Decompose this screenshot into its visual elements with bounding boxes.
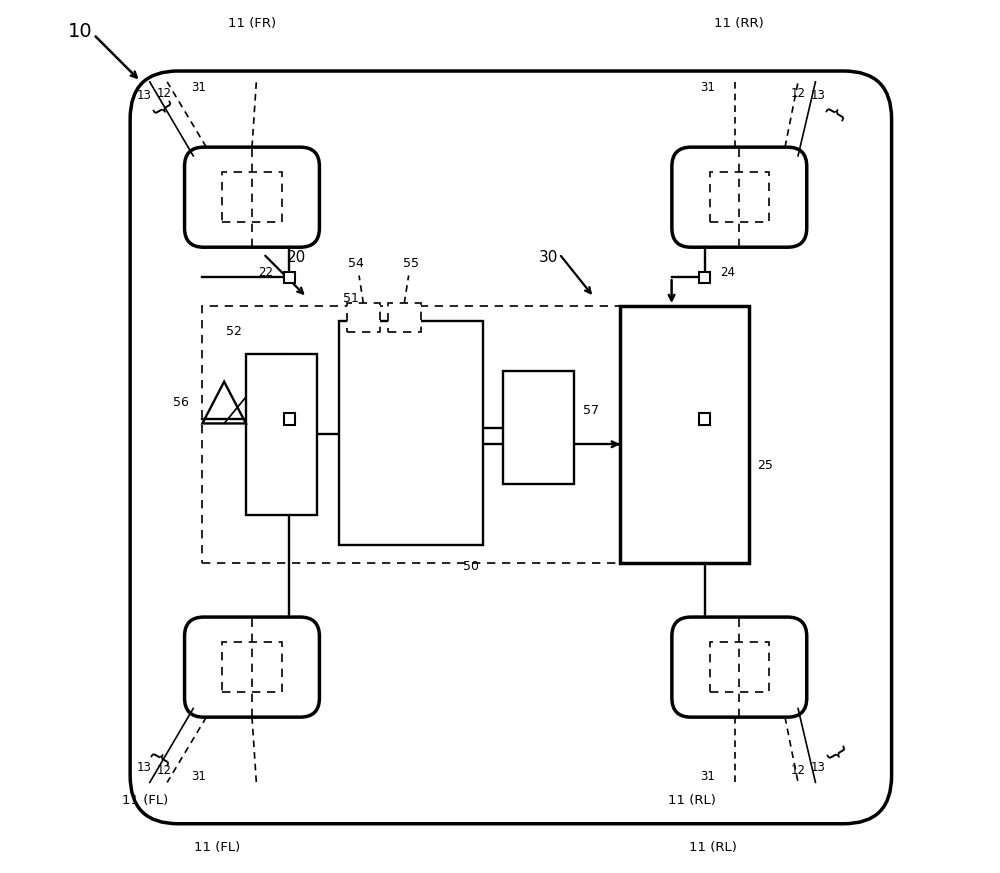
Text: 25: 25 <box>758 458 773 471</box>
Text: 24: 24 <box>721 266 736 279</box>
Text: }: } <box>148 745 172 766</box>
Text: 接收控制部: 接收控制部 <box>404 413 417 453</box>
Text: 显示器: 显示器 <box>532 416 545 439</box>
Bar <box>202 306 629 563</box>
Text: 13: 13 <box>137 761 152 774</box>
Text: 55: 55 <box>403 257 419 270</box>
Text: 12: 12 <box>791 86 806 100</box>
Bar <box>284 272 295 283</box>
Bar <box>388 303 421 332</box>
Text: 56: 56 <box>173 396 189 409</box>
Text: 51: 51 <box>343 292 359 305</box>
Text: }: } <box>822 100 847 121</box>
FancyBboxPatch shape <box>672 617 807 717</box>
Text: }: } <box>148 100 172 121</box>
Bar <box>503 371 574 485</box>
Bar <box>620 306 749 563</box>
Bar <box>246 354 317 515</box>
Text: 50: 50 <box>463 560 479 573</box>
Text: 31: 31 <box>192 770 206 783</box>
Text: 12: 12 <box>157 764 172 777</box>
Text: 23: 23 <box>721 409 735 422</box>
Text: 11 (FR): 11 (FR) <box>228 17 276 30</box>
Text: 31: 31 <box>700 80 715 93</box>
FancyBboxPatch shape <box>130 71 892 824</box>
FancyBboxPatch shape <box>185 148 319 247</box>
Text: 31: 31 <box>700 770 715 783</box>
Bar <box>222 172 282 223</box>
Text: 21: 21 <box>258 409 273 422</box>
Text: 22: 22 <box>258 266 273 279</box>
Text: 11 (FL): 11 (FL) <box>194 841 240 854</box>
Text: 57: 57 <box>583 404 599 417</box>
Text: 11 (FL): 11 (FL) <box>122 794 168 808</box>
Text: 10: 10 <box>68 23 93 41</box>
Bar <box>710 172 769 223</box>
Text: 30: 30 <box>539 251 559 265</box>
Bar <box>339 320 483 546</box>
Text: 12: 12 <box>157 86 172 100</box>
Text: 54: 54 <box>348 257 364 270</box>
FancyBboxPatch shape <box>185 617 319 717</box>
Text: 11 (RR): 11 (RR) <box>714 17 764 30</box>
Text: 11 (RL): 11 (RL) <box>668 794 715 808</box>
Text: }: } <box>822 745 847 766</box>
Bar <box>699 272 710 283</box>
Text: 20: 20 <box>287 251 306 265</box>
Text: 31: 31 <box>192 80 206 93</box>
Text: 13: 13 <box>811 89 826 102</box>
Text: 52: 52 <box>226 325 242 338</box>
Bar <box>699 414 710 425</box>
Bar <box>347 303 380 332</box>
Text: 12: 12 <box>791 764 806 777</box>
Bar <box>710 642 769 692</box>
Text: 11 (RL): 11 (RL) <box>689 841 737 854</box>
Text: ABS控制器: ABS控制器 <box>677 406 691 463</box>
Text: 13: 13 <box>137 89 152 102</box>
FancyBboxPatch shape <box>672 148 807 247</box>
Bar <box>284 414 295 425</box>
Text: 接收电路: 接收电路 <box>275 420 288 449</box>
Text: 13: 13 <box>811 761 826 774</box>
Bar <box>222 642 282 692</box>
